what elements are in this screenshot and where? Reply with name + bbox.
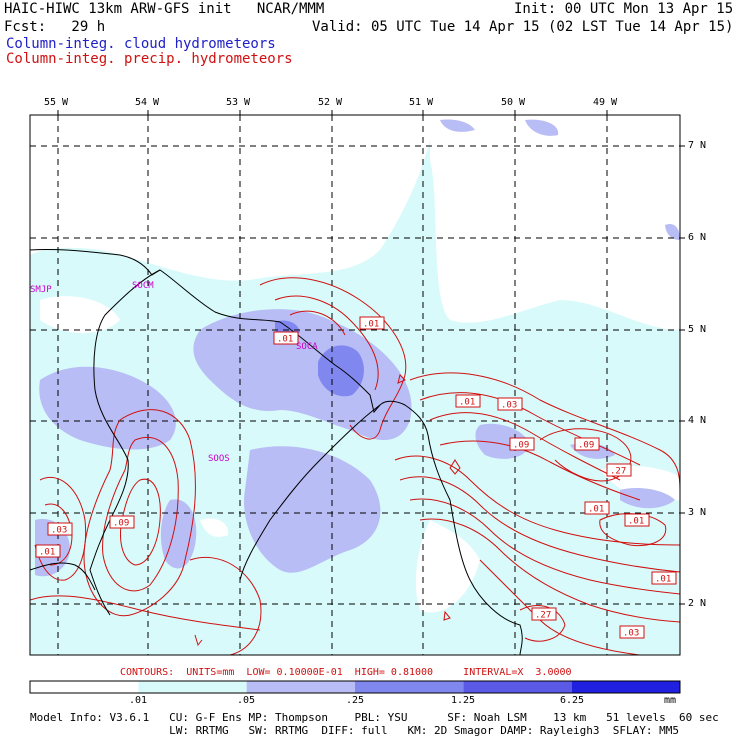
colorbar-unit: mm (663, 695, 677, 706)
contour-label: .01 (39, 548, 55, 558)
lon-label-50w: 50 W (501, 97, 526, 108)
contour-label: .27 (535, 611, 551, 621)
clear-areas (30, 115, 680, 613)
model-info-line1: Model Info: V3.6.1 CU: G-F Ens MP: Thomp… (30, 711, 719, 724)
colorbar-label-1: .01 (128, 695, 148, 706)
contour-label-box (584, 501, 610, 515)
contour-label-box (35, 544, 61, 558)
contour-label: .09 (513, 441, 529, 451)
lat-label-3n: 3 N (688, 507, 707, 518)
lat-label-6n: 6 N (688, 232, 707, 243)
lat-label-2n: 2 N (688, 598, 707, 609)
colorbar-swatch (30, 681, 139, 693)
station-soca: SOCA (296, 342, 318, 352)
contour-label: .09 (578, 441, 594, 451)
map-frame (29, 114, 681, 656)
valid-time: Valid: 05 UTC Tue 14 Apr 15 (02 LST Tue … (312, 19, 734, 35)
colorbar-swatch (355, 681, 464, 693)
cloud-fill-level2 (35, 119, 680, 577)
field-precip-label: Column-integ. precip. hydrometeors (6, 51, 293, 67)
lon-label-49w: 49 W (593, 97, 618, 108)
contour-label-box (455, 394, 481, 408)
colorbar-swatch (138, 681, 247, 693)
contour-label: .01 (363, 320, 379, 330)
forecast-hour: Fcst: 29 h (4, 19, 106, 35)
graticule (30, 115, 680, 655)
contour-label-box (574, 437, 600, 451)
contour-label-box (47, 522, 73, 536)
lon-label-54w: 54 W (135, 97, 160, 108)
contour-label: .01 (459, 398, 475, 408)
contour-label-box (606, 463, 632, 477)
contour-label: .03 (623, 629, 639, 639)
contour-label: .27 (610, 467, 626, 477)
contour-labels: .01 .01 .01 .03 .09 .09 .27 .01 .01 .03 .09 .01 .27.… (35, 316, 677, 639)
contour-label-box (619, 625, 645, 639)
station-smjp: SMJP (30, 285, 52, 295)
contour-label-box (273, 331, 299, 345)
colorbar-label-5: 6.25 (559, 695, 585, 706)
colorbar-label-4: 1.25 (450, 695, 476, 706)
lat-label-7n: 7 N (688, 140, 707, 151)
coastline (30, 248, 523, 655)
init-time: Init: 00 UTC Mon 13 Apr 15 (514, 1, 734, 17)
contour-label-box (109, 515, 135, 529)
contour-label-box (651, 571, 677, 585)
contour-info: CONTOURS: UNITS=mm LOW= 0.10000E-01 HIGH… (120, 667, 572, 678)
lat-label-5n: 5 N (688, 324, 707, 335)
contour-label: .09 (113, 519, 129, 529)
model-info-line2: LW: RRTMG SW: RRTMG DIFF: full KM: 2D Sm… (30, 724, 680, 737)
lon-label-52w: 52 W (318, 97, 343, 108)
lon-label-51w: 51 W (409, 97, 434, 108)
contour-label-box (531, 607, 557, 621)
lat-label-4n: 4 N (688, 415, 707, 426)
contour-label: .01 (655, 575, 671, 585)
lon-label-53w: 53 W (226, 97, 251, 108)
contour-label: .03 (501, 401, 517, 411)
colorbar-label-3: .25 (345, 695, 365, 706)
field-cloud-label: Column-integ. cloud hydrometeors (6, 36, 276, 52)
contour-label-box (624, 513, 650, 527)
plot-title: HAIC-HIWC 13km ARW-GFS init NCAR/MMM (4, 1, 325, 17)
station-soos: SOOS (208, 454, 230, 464)
contour-label-box (509, 437, 535, 451)
frame-ticks (57, 110, 685, 605)
colorbar-swatch (571, 681, 680, 693)
contour-label: .01 (277, 335, 293, 345)
colorbar-swatch (246, 681, 355, 693)
colorbar-swatch (463, 681, 572, 693)
contour-label-box (497, 397, 523, 411)
colorbar-label-2: .05 (236, 695, 256, 706)
station-socm: SOCM (132, 281, 154, 291)
contour-label-box (359, 316, 385, 330)
contour-label: .01 (588, 505, 604, 515)
lon-label-55w: 55 W (44, 97, 69, 108)
contour-label: .01 (628, 517, 644, 527)
station-labels: SMJP SOCM SOCA SOOS (30, 281, 318, 464)
contour-label: .03 (51, 526, 67, 536)
